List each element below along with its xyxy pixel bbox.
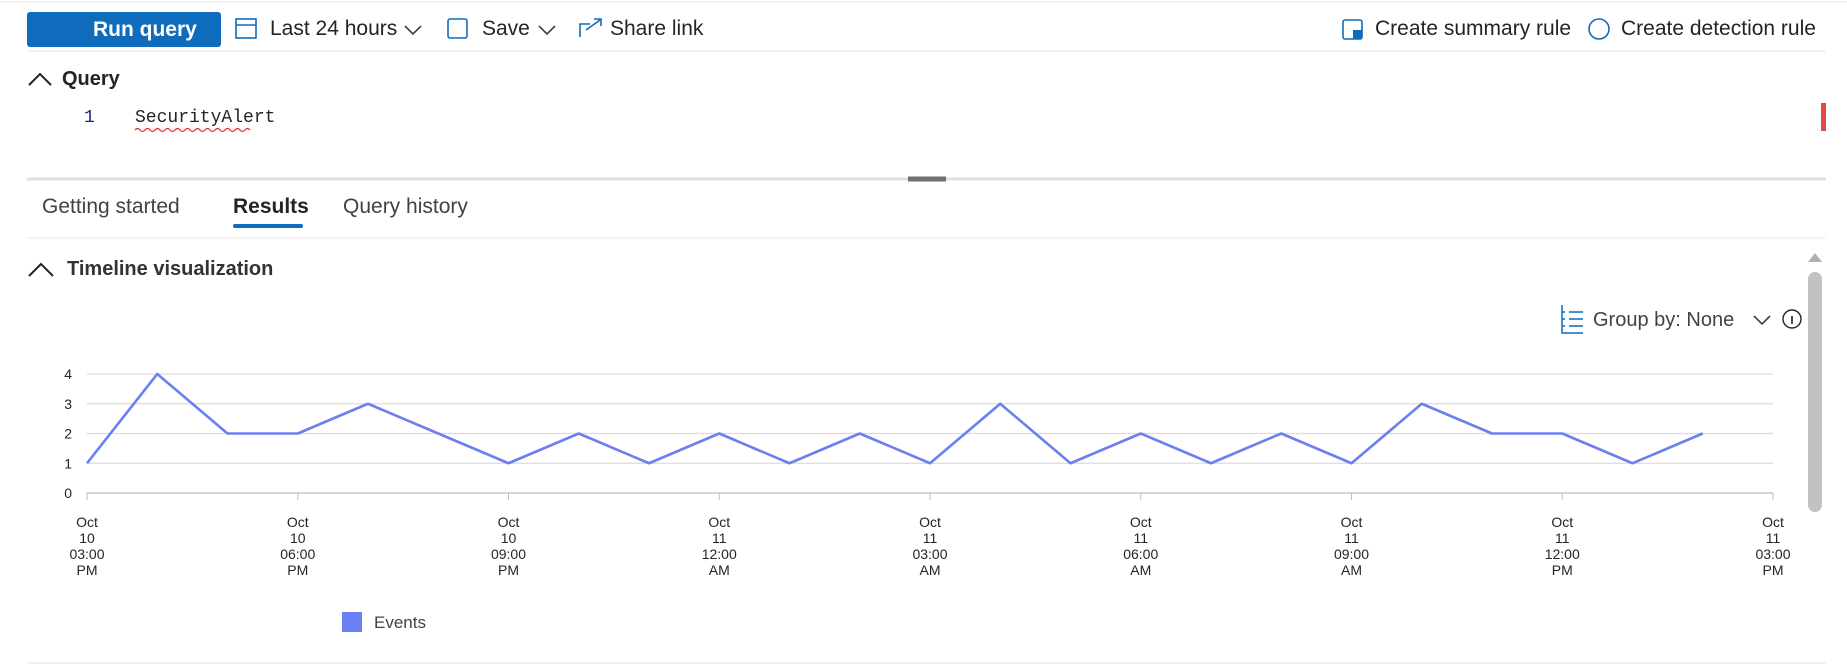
legend-swatch (342, 612, 362, 632)
y-tick-label: 1 (64, 455, 72, 471)
y-tick-label: 0 (64, 485, 72, 501)
detection-rule[interactable]: Create detection rule (1621, 17, 1816, 40)
line-number: 1 (84, 108, 95, 128)
y-tick-label: 2 (64, 426, 72, 442)
x-tick-label: Oct 11 06:00 AM (1123, 514, 1159, 578)
legend-label: Events (374, 613, 426, 632)
x-tick-label: Oct 10 03:00 PM (69, 514, 105, 578)
tab[interactable]: Getting started (42, 195, 180, 218)
x-tick-label: Oct 10 06:00 PM (280, 514, 316, 578)
x-tick-label: Oct 11 03:00 PM (1755, 514, 1791, 578)
x-tick-label: Oct 11 12:00 PM (1544, 514, 1580, 578)
series-line (85, 372, 1704, 465)
share-link[interactable]: Share link (610, 17, 704, 40)
x-tick-label: Oct 11 12:00 AM (701, 514, 737, 578)
tab-active[interactable]: Results (233, 195, 309, 218)
x-tick-label: Oct 11 03:00 AM (912, 514, 948, 578)
summary-rule[interactable]: Create summary rule (1375, 17, 1572, 40)
tab[interactable]: Query history (343, 195, 468, 218)
query-title[interactable]: Query (62, 68, 120, 90)
panel-title[interactable]: Timeline visualization (67, 258, 274, 280)
y-tick-label: 3 (64, 396, 72, 412)
group-by[interactable]: Group by: None (1593, 309, 1735, 331)
time-range[interactable]: Last 24 hours (270, 17, 398, 40)
x-tick-label: Oct 10 09:00 PM (490, 514, 527, 578)
query-code[interactable]: SecurityAlert (135, 108, 276, 128)
run-query-label: Run query (93, 18, 197, 41)
save-button[interactable]: Save (482, 17, 530, 40)
y-tick-label: 4 (64, 366, 72, 382)
x-tick-label: Oct 11 09:00 AM (1333, 514, 1370, 578)
run-query-button[interactable]: Run query (27, 12, 221, 47)
